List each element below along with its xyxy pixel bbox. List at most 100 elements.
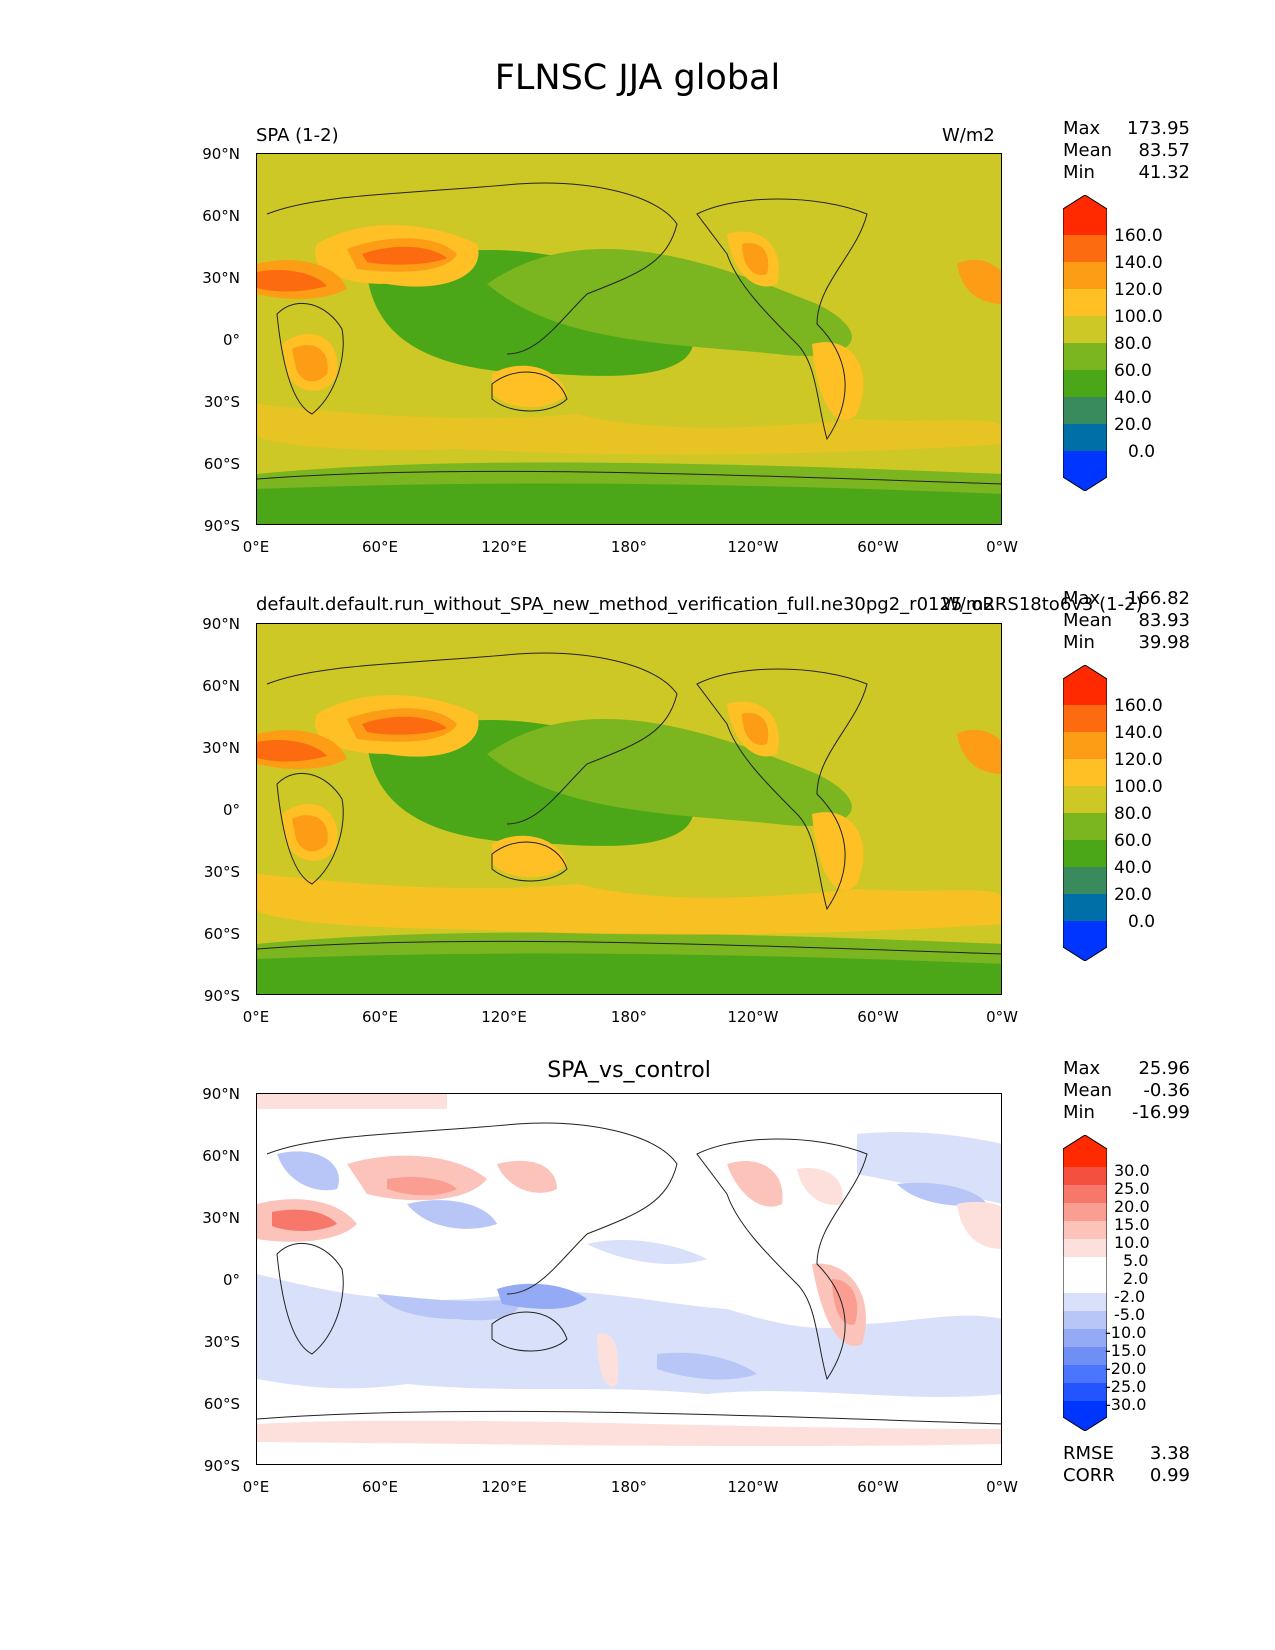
lon-tick: 120°W xyxy=(727,538,779,556)
lat-tick: 30°N xyxy=(202,269,240,287)
colorbar-label: 100.0 xyxy=(1114,777,1163,797)
lat-tick: 90°N xyxy=(202,145,240,163)
lon-tick: 120°W xyxy=(727,1008,779,1026)
lat-tick: 60°S xyxy=(203,1395,240,1413)
colorbar-label: 140.0 xyxy=(1114,253,1163,273)
lon-tick: 60°E xyxy=(361,538,399,556)
panel-3-map xyxy=(256,1093,1002,1465)
figure-title: FLNSC JJA global xyxy=(494,58,781,98)
colorbar-label: -5.0 xyxy=(1114,1305,1146,1324)
colorbar-label: 15.0 xyxy=(1114,1215,1150,1234)
panel-2-left-title: default.default.run_without_SPA_new_meth… xyxy=(256,594,1143,615)
lat-tick: 90°N xyxy=(202,615,240,633)
colorbar-label: 25.0 xyxy=(1114,1179,1150,1198)
lat-tick: 30°S xyxy=(203,1333,240,1351)
lon-tick: 180° xyxy=(610,1008,648,1026)
lat-tick: 60°S xyxy=(203,455,240,473)
rmse-label: RMSE xyxy=(1063,1443,1114,1464)
panel-3-mean-value: -0.36 xyxy=(1143,1080,1190,1101)
panel-1-max-label: Max xyxy=(1063,118,1101,139)
panel-2-units: W/m2 xyxy=(942,594,995,615)
panel-1-colorbar xyxy=(1063,195,1107,491)
panel-2-max-label: Max xyxy=(1063,588,1101,609)
lon-tick: 0°W xyxy=(986,1478,1018,1496)
panel-1-mean-value: 83.57 xyxy=(1138,140,1190,161)
panel-3-mean-label: Mean xyxy=(1063,1080,1113,1101)
colorbar-label: 30.0 xyxy=(1114,1161,1150,1180)
colorbar-label: 80.0 xyxy=(1114,804,1152,824)
panel-3-min-value: -16.99 xyxy=(1131,1102,1190,1123)
colorbar-label: -25.0 xyxy=(1105,1377,1147,1396)
lon-tick: 60°E xyxy=(361,1478,399,1496)
panel-1-max-value: 173.95 xyxy=(1127,118,1190,139)
lon-tick: 60°E xyxy=(361,1008,399,1026)
panel-3-min-label: Min xyxy=(1063,1102,1095,1123)
colorbar-label: -2.0 xyxy=(1114,1287,1146,1306)
panel-1-left-title: SPA (1-2) xyxy=(256,125,339,146)
lat-tick: 0° xyxy=(222,1271,240,1289)
lat-tick: 90°S xyxy=(203,987,240,1005)
colorbar-label: -10.0 xyxy=(1105,1323,1147,1342)
colorbar-label: 20.0 xyxy=(1114,1197,1150,1216)
lon-tick: 0°E xyxy=(242,538,270,556)
panel-3-title: SPA_vs_control xyxy=(547,1058,711,1083)
lat-tick: 60°N xyxy=(202,1147,240,1165)
lon-tick: 0°W xyxy=(986,538,1018,556)
lon-tick: 180° xyxy=(610,1478,648,1496)
corr-label: CORR xyxy=(1063,1465,1115,1486)
colorbar-label: 100.0 xyxy=(1114,307,1163,327)
panel-2-max-value: 166.82 xyxy=(1127,588,1190,609)
panel-3-max-value: 25.96 xyxy=(1138,1058,1190,1079)
colorbar-label: 20.0 xyxy=(1114,885,1152,905)
lon-tick: 0°E xyxy=(242,1008,270,1026)
lat-tick: 60°N xyxy=(202,207,240,225)
lon-tick: 120°E xyxy=(481,538,527,556)
lon-tick: 0°E xyxy=(242,1478,270,1496)
lat-tick: 0° xyxy=(222,801,240,819)
lat-tick: 90°S xyxy=(203,517,240,535)
panel-2-colorbar xyxy=(1063,665,1107,961)
colorbar-label: 160.0 xyxy=(1114,696,1163,716)
colorbar-label: 120.0 xyxy=(1114,750,1163,770)
lon-tick: 120°W xyxy=(727,1478,779,1496)
panel-2-mean-label: Mean xyxy=(1063,610,1113,631)
colorbar-label: 40.0 xyxy=(1114,388,1152,408)
colorbar-label: -30.0 xyxy=(1105,1395,1147,1414)
lat-tick: 90°S xyxy=(203,1457,240,1475)
lon-tick: 180° xyxy=(610,538,648,556)
lon-tick: 120°E xyxy=(481,1008,527,1026)
panel-1-min-label: Min xyxy=(1063,162,1095,183)
lat-tick: 30°N xyxy=(202,1209,240,1227)
colorbar-label: -15.0 xyxy=(1105,1341,1147,1360)
lon-tick: 120°E xyxy=(481,1478,527,1496)
rmse-value: 3.38 xyxy=(1149,1443,1190,1464)
colorbar-label: 2.0 xyxy=(1123,1269,1149,1288)
colorbar-label: 60.0 xyxy=(1114,361,1152,381)
colorbar-label: 60.0 xyxy=(1114,831,1152,851)
colorbar-label: 140.0 xyxy=(1114,723,1163,743)
panel-1-units: W/m2 xyxy=(942,125,995,146)
colorbar-label: 80.0 xyxy=(1114,334,1152,354)
panel-3-colorbar xyxy=(1063,1135,1107,1431)
colorbar-label: 0.0 xyxy=(1128,442,1156,462)
colorbar-label: 20.0 xyxy=(1114,415,1152,435)
panel-1-map xyxy=(256,153,1002,525)
panel-1-mean-label: Mean xyxy=(1063,140,1113,161)
lat-tick: 60°S xyxy=(203,925,240,943)
lon-tick: 0°W xyxy=(986,1008,1018,1026)
panel-3-max-label: Max xyxy=(1063,1058,1101,1079)
lat-tick: 30°N xyxy=(202,739,240,757)
colorbar-label: 0.0 xyxy=(1128,912,1156,932)
colorbar-label: -20.0 xyxy=(1105,1359,1147,1378)
lon-tick: 60°W xyxy=(857,1008,899,1026)
colorbar-label: 120.0 xyxy=(1114,280,1163,300)
panel-2-min-label: Min xyxy=(1063,632,1095,653)
colorbar-label: 5.0 xyxy=(1123,1251,1149,1270)
lat-tick: 60°N xyxy=(202,677,240,695)
colorbar-label: 160.0 xyxy=(1114,226,1163,246)
lat-tick: 30°S xyxy=(203,393,240,411)
panel-2-map xyxy=(256,623,1002,995)
lat-tick: 0° xyxy=(222,331,240,349)
panel-1-min-value: 41.32 xyxy=(1138,162,1190,183)
panel-2-min-value: 39.98 xyxy=(1138,632,1190,653)
